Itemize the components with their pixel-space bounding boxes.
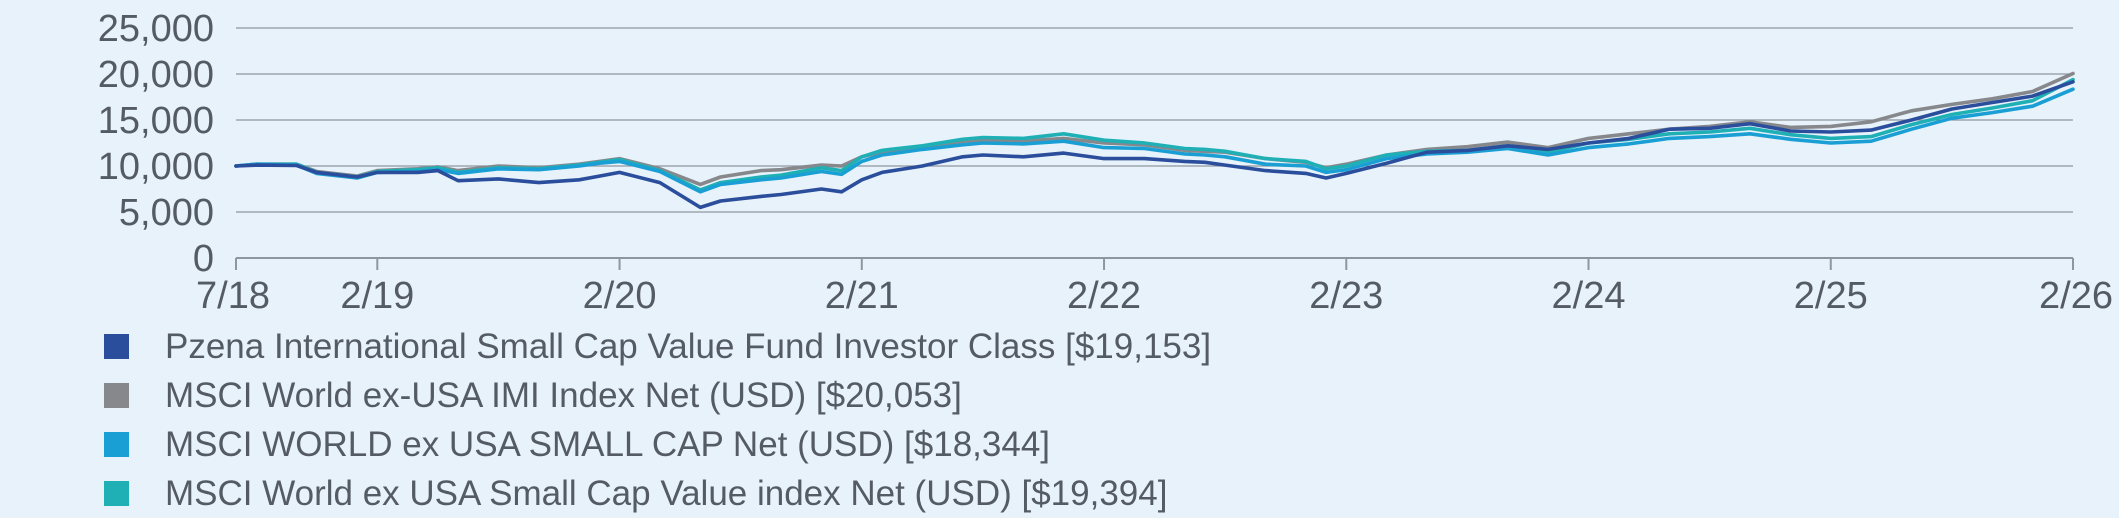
x-tick-label-2022-02: 2/22: [1067, 275, 1141, 317]
x-tick-label-2019-02: 2/19: [340, 275, 414, 317]
legend-label-msci-imi: MSCI World ex-USA IMI Index Net (USD) [$…: [165, 375, 962, 415]
series-line-2: [234, 87, 2075, 194]
y-tick-label-0: 0: [193, 238, 214, 280]
legend-label-pzena-fund: Pzena International Small Cap Value Fund…: [165, 326, 1212, 366]
legend-label-msci-small-cap: MSCI WORLD ex USA SMALL CAP Net (USD) [$…: [165, 424, 1051, 464]
legend-item-msci-small-cap: MSCI WORLD ex USA SMALL CAP Net (USD) [$…: [104, 420, 1211, 469]
x-tick-label-2023-02: 2/23: [1309, 275, 1383, 317]
x-tick-label-2021-02: 2/21: [825, 275, 899, 317]
x-axis: 7/18 2/19 2/20 2/21 2/22 2/23 2/24 2/25 2/26: [196, 257, 2113, 317]
legend-swatch-msci-small-cap: [104, 432, 129, 457]
x-tick-label-2025-02: 2/25: [1794, 275, 1868, 317]
y-tick-label-20000: 20,000: [98, 54, 214, 96]
y-tick-label-10000: 10,000: [98, 146, 214, 188]
series-line-3: [234, 77, 2075, 192]
legend: Pzena International Small Cap Value Fund…: [104, 322, 1211, 518]
legend-item-msci-small-cap-value: MSCI World ex USA Small Cap Value index …: [104, 469, 1211, 518]
series-lines: [234, 71, 2075, 210]
y-tick-label-5000: 5,000: [119, 192, 214, 234]
legend-swatch-msci-imi: [104, 383, 129, 408]
legend-swatch-msci-small-cap-value: [104, 481, 129, 506]
x-tick-label-2018-07: 7/18: [196, 275, 270, 317]
legend-label-msci-small-cap-value: MSCI World ex USA Small Cap Value index …: [165, 473, 1168, 513]
legend-item-pzena-fund: Pzena International Small Cap Value Fund…: [104, 322, 1211, 371]
series-line-0: [234, 80, 2075, 210]
x-tick-label-2020-02: 2/20: [583, 275, 657, 317]
legend-item-msci-imi: MSCI World ex-USA IMI Index Net (USD) [$…: [104, 371, 1211, 420]
x-tick-label-2026-02: 2/26: [2039, 275, 2113, 317]
x-tick-label-2024-02: 2/24: [1552, 275, 1626, 317]
gridlines: [236, 27, 2073, 213]
legend-swatch-pzena-fund: [104, 334, 129, 359]
y-tick-label-15000: 15,000: [98, 100, 214, 142]
y-tick-label-25000: 25,000: [98, 8, 214, 50]
